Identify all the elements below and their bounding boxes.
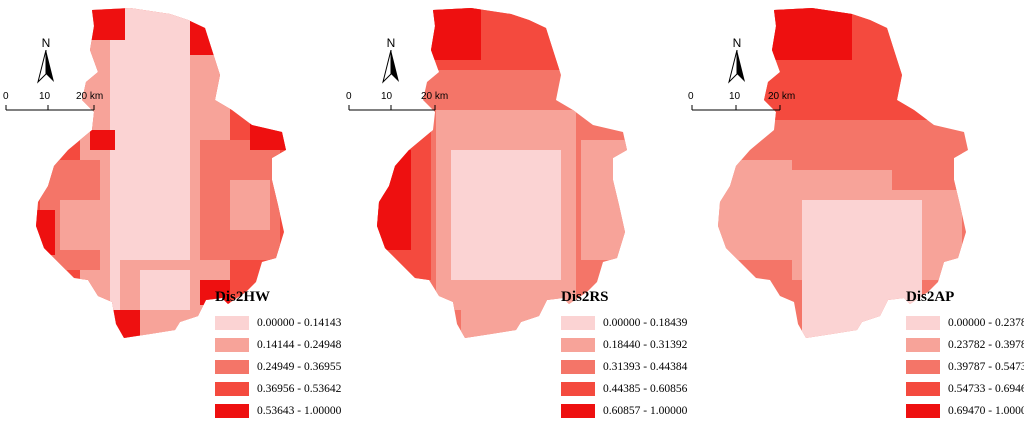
scale-label-0: 0 — [688, 91, 694, 102]
legend-label: 0.18440 - 0.31392 — [603, 339, 688, 351]
choropleth-map — [718, 8, 968, 338]
scale-label-0: 0 — [3, 91, 9, 102]
legend: Dis2RS 0.00000 - 0.18439 0.18440 - 0.313… — [561, 289, 687, 422]
legend-item: 0.54733 - 0.69469 — [906, 378, 1024, 400]
legend-label: 0.69470 - 1.00000 — [948, 405, 1024, 417]
scale-label-20: 20 km — [768, 91, 796, 102]
legend-item: 0.39787 - 0.54732 — [906, 356, 1024, 378]
legend-swatch — [561, 360, 595, 374]
legend-label: 0.00000 - 0.23781 — [948, 317, 1024, 329]
legend-label: 0.53643 - 1.00000 — [257, 405, 342, 417]
legend-item: 0.24949 - 0.36955 — [215, 356, 341, 378]
legend-label: 0.54733 - 0.69469 — [948, 383, 1024, 395]
legend-item: 0.60857 - 1.00000 — [561, 400, 687, 422]
legend-label: 0.60857 - 1.00000 — [603, 405, 688, 417]
choropleth-map — [36, 8, 286, 338]
legend-item: 0.00000 - 0.14143 — [215, 312, 341, 334]
legend-swatch — [906, 360, 940, 374]
legend-title: Dis2RS — [561, 289, 609, 305]
legend-swatch — [561, 338, 595, 352]
legend-item: 0.31393 - 0.44384 — [561, 356, 687, 378]
north-arrow-icon — [37, 50, 54, 84]
legend-label: 0.36956 - 0.53642 — [257, 383, 342, 395]
legend-swatch — [906, 316, 940, 330]
legend-swatch — [906, 382, 940, 396]
legend-swatch — [215, 360, 249, 374]
north-letter: N — [386, 36, 396, 50]
legend-swatch — [215, 316, 249, 330]
north-arrow-icon — [382, 50, 399, 84]
scale-bar-line — [691, 105, 781, 111]
scale-bar-line — [348, 105, 436, 111]
legend-item: 0.14144 - 0.24948 — [215, 334, 341, 356]
legend-label: 0.00000 - 0.14143 — [257, 317, 342, 329]
legend-label: 0.39787 - 0.54732 — [948, 361, 1024, 373]
legend-label: 0.14144 - 0.24948 — [257, 339, 342, 351]
legend-label: 0.31393 - 0.44384 — [603, 361, 688, 373]
legend-label: 0.44385 - 0.60856 — [603, 383, 688, 395]
legend-swatch — [561, 316, 595, 330]
scale-label-10: 10 — [381, 91, 393, 102]
legend-swatch — [215, 382, 249, 396]
legend-swatch — [561, 382, 595, 396]
legend-swatch — [561, 404, 595, 418]
scale-label-20: 20 km — [76, 91, 104, 102]
north-arrow-icon — [728, 50, 745, 84]
legend-title: Dis2AP — [906, 289, 955, 305]
legend: Dis2HW 0.00000 - 0.14143 0.14144 - 0.249… — [215, 289, 341, 422]
choropleth-map — [377, 8, 627, 338]
legend-swatch — [215, 338, 249, 352]
legend-label: 0.00000 - 0.18439 — [603, 317, 688, 329]
legend-swatch — [906, 338, 940, 352]
legend: Dis2AP 0.00000 - 0.23781 0.23782 - 0.397… — [906, 289, 1024, 422]
legend-label: 0.23782 - 0.39786 — [948, 339, 1024, 351]
legend-item: 0.18440 - 0.31392 — [561, 334, 687, 356]
legend-item: 0.00000 - 0.23781 — [906, 312, 1024, 334]
map-panel-dis2hw: N 0 10 20 km Dis2HW 0.00000 - 0.14143 0.… — [0, 0, 341, 418]
legend-swatch — [906, 404, 940, 418]
legend-item: 0.69470 - 1.00000 — [906, 400, 1024, 422]
map-panel-dis2ap: N 0 10 20 km Dis2AP 0.00000 - 0.23781 0.… — [682, 0, 1024, 418]
legend-item: 0.00000 - 0.18439 — [561, 312, 687, 334]
scale-bar-line — [5, 105, 95, 111]
scale-label-10: 10 — [729, 91, 741, 102]
legend-swatch — [215, 404, 249, 418]
north-letter: N — [41, 36, 51, 50]
legend-label: 0.24949 - 0.36955 — [257, 361, 342, 373]
legend-item: 0.36956 - 0.53642 — [215, 378, 341, 400]
north-letter: N — [732, 36, 742, 50]
scale-label-20: 20 km — [421, 91, 449, 102]
legend-item: 0.23782 - 0.39786 — [906, 334, 1024, 356]
legend-title: Dis2HW — [215, 289, 271, 305]
legend-item: 0.53643 - 1.00000 — [215, 400, 341, 422]
legend-item: 0.44385 - 0.60856 — [561, 378, 687, 400]
scale-label-10: 10 — [39, 91, 51, 102]
map-panel-dis2rs: N 0 10 20 km Dis2RS 0.00000 - 0.18439 0.… — [341, 0, 687, 418]
scale-label-0: 0 — [346, 91, 352, 102]
